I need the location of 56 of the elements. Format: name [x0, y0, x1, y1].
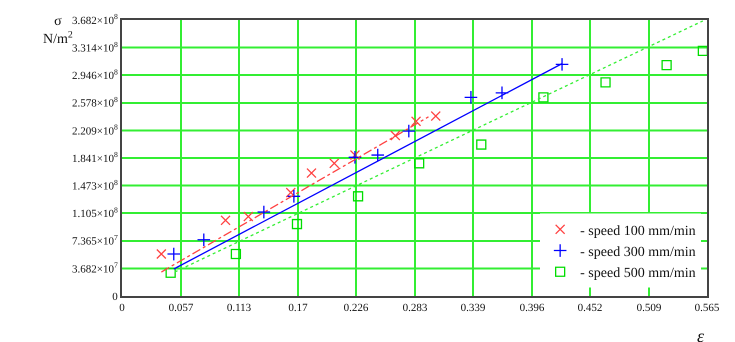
y-tick-label: 3.682×10$^{7}$ [72, 260, 118, 276]
y-tick-label: 1.105×10$^{8}$ [72, 205, 118, 220]
point [410, 116, 422, 126]
point [243, 211, 254, 222]
point [600, 77, 611, 88]
point [329, 158, 340, 168]
point [370, 148, 385, 162]
point [390, 130, 400, 141]
point [476, 139, 486, 150]
point [166, 247, 181, 261]
point [352, 191, 364, 202]
point [555, 57, 569, 72]
y-tick-label: 2.209×10$^{8}$ [72, 122, 118, 138]
x-tick-label: 0.452 [578, 302, 602, 314]
point [286, 187, 296, 198]
legend-label: - speed 500 mm/min [580, 266, 696, 282]
x-tick-label: 0.339 [460, 302, 486, 314]
point [220, 215, 231, 226]
point [698, 46, 707, 56]
y-tick-label: 2.946×10$^{8}$ [72, 67, 118, 82]
point [292, 218, 302, 230]
y-tick-label: 3.314×10$^{8}$ [72, 40, 118, 54]
y-tick-label: 7.365×10$^{7}$ [72, 233, 118, 248]
legend-label: - speed 100 mm/min [580, 224, 696, 239]
y-tick-label: 1.473×10$^{8}$ [72, 178, 118, 192]
x-tick-label: 0.226 [344, 302, 369, 314]
x-tick-label: 0.17 [288, 302, 308, 314]
x-tick-label: 0.283 [402, 302, 428, 314]
y-tick-label: 1.841×10$^{8}$ [72, 150, 118, 165]
point [414, 158, 424, 168]
point [196, 232, 211, 247]
x-tick-label: 0.396 [520, 302, 545, 314]
point [166, 268, 176, 278]
y-tick-label: 0 [112, 290, 118, 303]
point [306, 168, 317, 178]
y-axis-title: σ N/m$^{2}$ [43, 14, 73, 48]
x-tick-label: 0.113 [226, 302, 252, 314]
point [495, 86, 509, 100]
point [156, 248, 166, 260]
point [430, 110, 441, 122]
point [256, 205, 271, 219]
x-tick-label: 0.509 [636, 302, 662, 314]
point [464, 90, 478, 104]
point [230, 248, 242, 260]
point [661, 60, 672, 70]
x-tick-label: 0.057 [168, 302, 194, 314]
point [538, 92, 549, 103]
point [350, 150, 360, 160]
legend-label: - speed 300 mm/min [580, 244, 696, 260]
point [286, 189, 301, 204]
point [402, 124, 416, 138]
point [348, 150, 362, 164]
x-tick-label: 0.565 [694, 302, 720, 314]
x-axis-title: ε [697, 326, 705, 342]
y-tick-label: 3.682×10$^{8}$ [72, 12, 118, 27]
y-tick-label: 2.578×10$^{8}$ [72, 94, 118, 110]
